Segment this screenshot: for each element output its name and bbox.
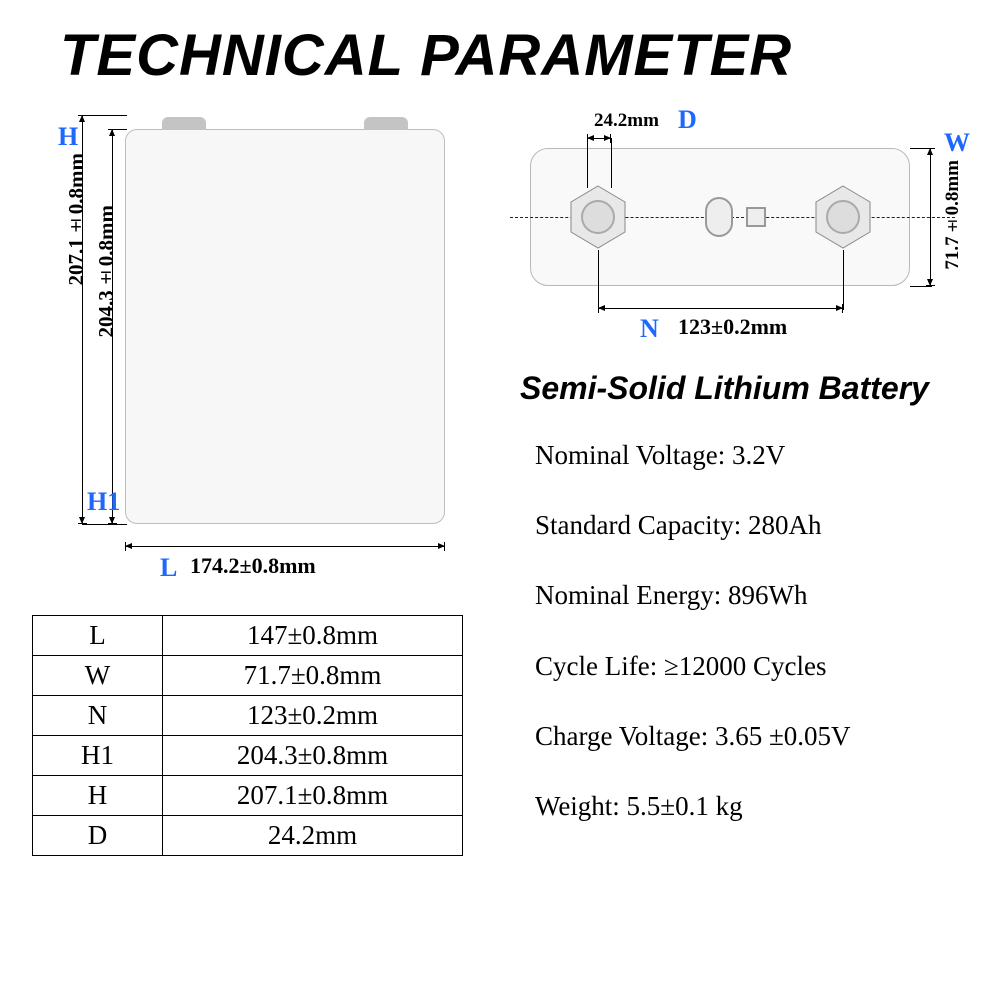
dim-key: D xyxy=(33,816,163,856)
dim-value-W: 71.7±0.8mm xyxy=(942,160,964,270)
spec-title: Semi-Solid Lithium Battery xyxy=(520,370,929,407)
dim-ext xyxy=(598,250,599,310)
dim-val: 147±0.8mm xyxy=(163,616,463,656)
spec-item: Standard Capacity: 280Ah xyxy=(535,490,851,560)
dim-key: W xyxy=(33,656,163,696)
spec-item: Charge Voltage: 3.65 ±0.05V xyxy=(535,701,851,771)
spec-item: Nominal Voltage: 3.2V xyxy=(535,420,851,490)
dim-label-N: N xyxy=(640,314,659,344)
dim-value-D: 24.2mm xyxy=(594,110,659,132)
dim-value-N: 123±0.2mm xyxy=(678,314,787,340)
terminal-bolt-left xyxy=(565,184,631,250)
dim-label-W: W xyxy=(944,128,970,158)
terminal-bolt-right xyxy=(810,184,876,250)
dim-val: 71.7±0.8mm xyxy=(163,656,463,696)
spec-list: Nominal Voltage: 3.2V Standard Capacity:… xyxy=(535,420,851,841)
spec-item: Weight: 5.5±0.1 kg xyxy=(535,771,851,841)
dim-label-D: D xyxy=(678,105,697,135)
dim-val: 204.3±0.8mm xyxy=(163,736,463,776)
spec-item: Cycle Life: ≥12000 Cycles xyxy=(535,631,851,701)
terminal-right xyxy=(364,117,408,130)
terminal-left xyxy=(162,117,206,130)
dim-line-L xyxy=(125,546,445,547)
dim-tick xyxy=(82,115,127,116)
dim-label-H1: H1 xyxy=(87,487,120,517)
dim-label-H: H xyxy=(58,122,78,152)
spec-item: Nominal Energy: 896Wh xyxy=(535,560,851,630)
aux-port xyxy=(746,207,766,227)
dim-line-W xyxy=(930,148,931,286)
page-title: TECHNICAL PARAMETER xyxy=(60,22,792,89)
dim-value-H1: 204.3±0.8mm xyxy=(94,205,119,338)
dim-val: 207.1±0.8mm xyxy=(163,776,463,816)
dim-ext xyxy=(910,286,932,287)
table-row: H207.1±0.8mm xyxy=(33,776,463,816)
top-view-diagram: 24.2mm D W 71.7±0.8mm N 123±0.2mm xyxy=(510,110,980,360)
dim-value-H: 207.1±0.8mm xyxy=(64,153,89,286)
dim-line-N xyxy=(598,308,843,309)
dim-key: L xyxy=(33,616,163,656)
dimension-table: L147±0.8mm W71.7±0.8mm N123±0.2mm H1204.… xyxy=(32,615,463,856)
dim-ext xyxy=(587,138,588,188)
dim-key: H xyxy=(33,776,163,816)
dim-val: 24.2mm xyxy=(163,816,463,856)
dim-val: 123±0.2mm xyxy=(163,696,463,736)
dim-tick xyxy=(82,524,127,525)
dim-ext xyxy=(843,250,844,310)
table-row: L147±0.8mm xyxy=(33,616,463,656)
dim-ext xyxy=(611,138,612,188)
dim-label-L: L xyxy=(160,553,177,583)
vent-port xyxy=(705,197,733,237)
dim-key: H1 xyxy=(33,736,163,776)
front-view-diagram: H 207.1±0.8mm H1 204.3±0.8mm L 174.2±0.8… xyxy=(70,115,470,575)
dim-line-D xyxy=(587,138,611,139)
dim-value-L: 174.2±0.8mm xyxy=(190,553,316,579)
table-row: W71.7±0.8mm xyxy=(33,656,463,696)
cell-front-face xyxy=(125,129,445,524)
table-row: D24.2mm xyxy=(33,816,463,856)
table-row: N123±0.2mm xyxy=(33,696,463,736)
table-row: H1204.3±0.8mm xyxy=(33,736,463,776)
dim-key: N xyxy=(33,696,163,736)
